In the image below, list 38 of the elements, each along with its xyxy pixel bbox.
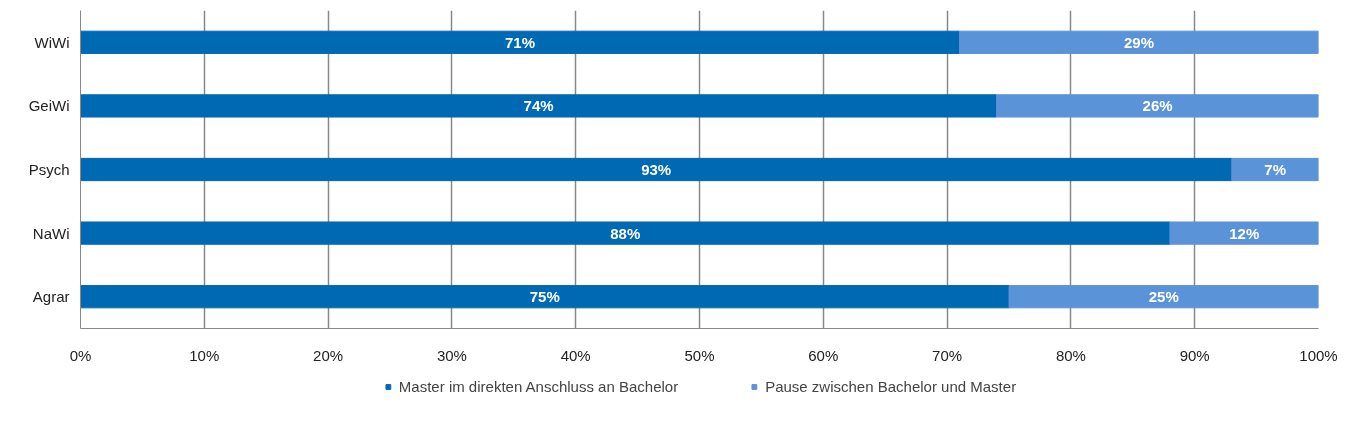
bar <box>996 94 1319 118</box>
x-tick-label: 100% <box>1299 346 1338 364</box>
data-label: 26% <box>1142 97 1173 115</box>
data-label: 88% <box>610 224 641 242</box>
x-tick-label: 40% <box>560 346 591 364</box>
x-tick-label: 20% <box>313 346 344 364</box>
x-tick-label: 90% <box>1179 346 1210 364</box>
x-tick-label: 80% <box>1055 346 1086 364</box>
x-tick-label: 60% <box>808 346 839 364</box>
data-label: 29% <box>1123 33 1155 51</box>
x-tick-label: 0% <box>69 346 92 364</box>
bar <box>958 30 1319 54</box>
x-tick-label: 30% <box>436 346 467 364</box>
bar <box>1169 221 1319 245</box>
data-label: 74% <box>523 97 554 115</box>
bar <box>80 157 1233 182</box>
data-label: 71% <box>504 33 536 51</box>
x-tick-label: 50% <box>684 346 715 364</box>
data-label: 12% <box>1229 224 1260 242</box>
data-label: 25% <box>1148 288 1179 306</box>
bar <box>80 285 1010 309</box>
legend-label: Pause zwischen Bachelor und Master <box>765 377 1017 395</box>
legend-label: Master im direkten Anschluss an Bachelor <box>398 377 679 395</box>
bar <box>80 221 1171 245</box>
y-tick-label: GeiWi <box>28 97 70 115</box>
y-tick-label: Psych <box>28 161 70 178</box>
bar <box>1008 285 1319 309</box>
y-tick-label: NaWi <box>32 224 70 242</box>
x-tick-label: 70% <box>932 346 963 364</box>
data-label: 7% <box>1264 161 1287 178</box>
bar <box>1231 157 1319 182</box>
bar <box>80 30 960 54</box>
x-tick-label: 10% <box>189 346 220 364</box>
data-label: 93% <box>641 161 672 178</box>
y-tick-label: WiWi <box>34 33 70 51</box>
data-label: 75% <box>529 288 560 306</box>
y-tick-label: Agrar <box>32 288 70 306</box>
bar <box>80 94 998 118</box>
